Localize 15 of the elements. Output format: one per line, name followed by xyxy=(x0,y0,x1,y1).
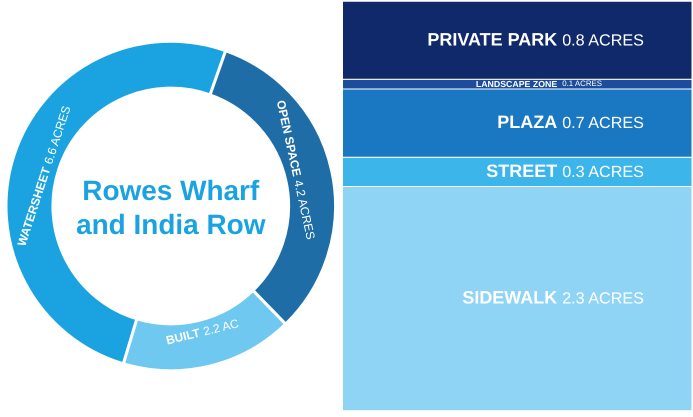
series-label: SIDEWALK xyxy=(462,288,558,308)
slice-label: OPEN SPACE xyxy=(274,98,304,178)
data-label: 2.2 AC xyxy=(202,316,240,338)
series-label: PRIVATE PARK xyxy=(427,29,558,50)
data-label: 6.6 ACRES xyxy=(41,104,74,166)
series-label: PLAZA xyxy=(497,112,558,132)
series-label: STREET xyxy=(486,160,558,181)
data-label: 2.3 ACRES xyxy=(562,290,644,308)
slice-label: BUILT xyxy=(164,326,202,348)
text: Rowes Wharf and India Row xyxy=(76,175,266,240)
data-label: 0.3 ACRES xyxy=(562,162,644,181)
data-label: 4.2 ACRES xyxy=(291,178,318,241)
data-label: 0.8 ACRES xyxy=(562,31,644,50)
data-label: 0.7 ACRES xyxy=(562,114,644,132)
series-label: LANDSCAPE ZONE xyxy=(476,79,558,90)
